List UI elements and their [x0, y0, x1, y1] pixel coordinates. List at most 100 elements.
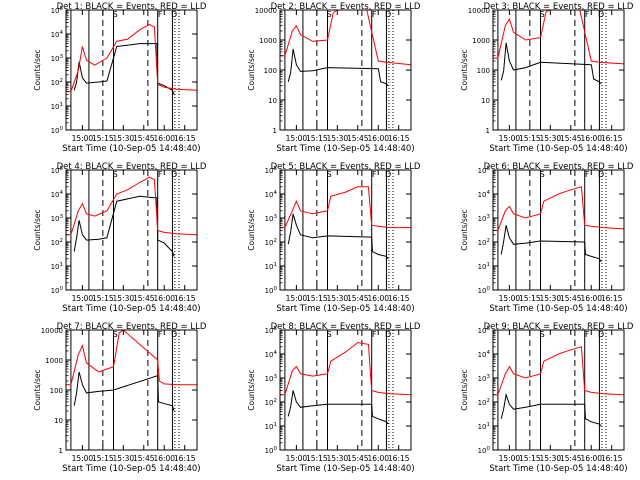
x-tick-label: 16:00 — [153, 454, 175, 463]
x-tick-label: 15:15 — [519, 294, 541, 303]
y-tick-label: 101 — [265, 262, 277, 271]
y-axis-label: Counts/sec — [33, 209, 42, 250]
marker-f: F — [158, 10, 163, 19]
series-lld — [493, 10, 624, 65]
y-tick-label: 101 — [478, 422, 490, 431]
event-lines — [70, 10, 180, 130]
x-axis-label: Start Time (10-Sep-05 14:48:40) — [489, 304, 627, 314]
event-lines — [284, 170, 394, 290]
x-tick-label: 16:00 — [153, 134, 175, 143]
marker-s: S — [327, 330, 332, 339]
y-tick-label: 102 — [51, 238, 63, 247]
panel-title: Det 2: BLACK = Events, RED = LLD — [271, 2, 421, 12]
marker-s: S — [113, 10, 118, 19]
axes-box — [65, 169, 198, 291]
y-tick-label: 104 — [265, 190, 278, 199]
y-tick-label: 104 — [265, 350, 278, 359]
panel-title: Det 8: BLACK = Events, RED = LLD — [271, 322, 421, 332]
y-tick-label: 103 — [478, 374, 491, 383]
series-lld — [280, 186, 411, 229]
series-events — [500, 225, 602, 263]
x-axis-label: Start Time (10-Sep-05 14:48:40) — [489, 144, 627, 154]
marker-s: S — [327, 10, 332, 19]
series-lld — [280, 10, 411, 66]
x-tick-label: 15:45 — [133, 454, 155, 463]
y-tick-label: 101 — [265, 422, 277, 431]
axes-box — [65, 9, 198, 131]
marker-d: D — [171, 170, 177, 179]
y-tick-label: 100 — [265, 446, 278, 455]
series-group — [66, 330, 197, 412]
x-tick-label: 16:15 — [174, 134, 196, 143]
y-tick-label: 100 — [265, 286, 278, 295]
y-tick-label: 102 — [478, 238, 490, 247]
x-tick-label: 16:00 — [580, 294, 602, 303]
y-axis-label: Counts/sec — [33, 369, 42, 410]
marker-d: D — [385, 330, 391, 339]
series-group — [66, 176, 197, 257]
series-group — [280, 186, 411, 260]
y-axis-label: Counts/sec — [33, 49, 42, 90]
series-group — [280, 341, 411, 425]
marker-d: D — [385, 10, 391, 19]
y-tick-label: 104 — [478, 350, 491, 359]
series-lld — [66, 23, 197, 93]
x-tick-label: 15:30 — [540, 454, 562, 463]
y-axis-label: Counts/sec — [247, 209, 256, 250]
y-tick-label: 10000 — [255, 7, 277, 15]
marker-d: D — [385, 170, 391, 179]
x-tick-label: 16:15 — [601, 294, 623, 303]
series-group — [66, 23, 197, 95]
x-tick-label: 16:00 — [367, 294, 389, 303]
marker-f: F — [372, 170, 377, 179]
y-tick-label: 100 — [51, 286, 64, 295]
x-tick-label: 16:15 — [174, 294, 196, 303]
marker-s: S — [540, 330, 545, 339]
series-events — [73, 371, 175, 412]
y-tick-label: 105 — [51, 166, 64, 175]
y-axis-label: Counts/sec — [460, 209, 469, 250]
y-tick-label: 100 — [477, 67, 490, 75]
x-axis-label: Start Time (10-Sep-05 14:48:40) — [62, 304, 200, 314]
marker-s: S — [113, 170, 118, 179]
x-tick-label: 16:00 — [580, 454, 602, 463]
y-tick-label: 100 — [51, 126, 64, 135]
x-tick-label: 15:15 — [92, 294, 114, 303]
x-tick-label: 16:15 — [601, 134, 623, 143]
y-tick-label: 103 — [51, 214, 64, 223]
series-lld — [493, 186, 624, 231]
x-tick-label: 15:45 — [347, 134, 369, 143]
y-tick-label: 104 — [51, 30, 64, 39]
y-tick-label: 1 — [59, 447, 63, 455]
event-lines — [70, 170, 180, 290]
marker-s: S — [327, 170, 332, 179]
y-tick-label: 105 — [265, 326, 278, 335]
axes-box — [279, 329, 412, 451]
marker-s: S — [540, 170, 545, 179]
x-tick-label: 15:45 — [560, 454, 582, 463]
series-lld — [66, 176, 197, 236]
series-group — [493, 10, 624, 85]
x-tick-label: 15:00 — [499, 294, 521, 303]
marker-d: D — [171, 10, 177, 19]
panel-title: Det 5: BLACK = Events, RED = LLD — [271, 162, 421, 172]
axes-box — [492, 169, 625, 291]
y-axis-label: Counts/sec — [247, 49, 256, 90]
y-tick-label: 105 — [51, 6, 64, 15]
y-tick-label: 102 — [265, 238, 277, 247]
y-tick-label: 101 — [478, 262, 490, 271]
y-tick-label: 101 — [51, 102, 63, 111]
marker-f: F — [372, 330, 377, 339]
y-axis-label: Counts/sec — [247, 369, 256, 410]
panel-title: Det 6: BLACK = Events, RED = LLD — [484, 162, 634, 172]
series-lld — [280, 341, 411, 396]
x-tick-label: 15:00 — [499, 134, 521, 143]
